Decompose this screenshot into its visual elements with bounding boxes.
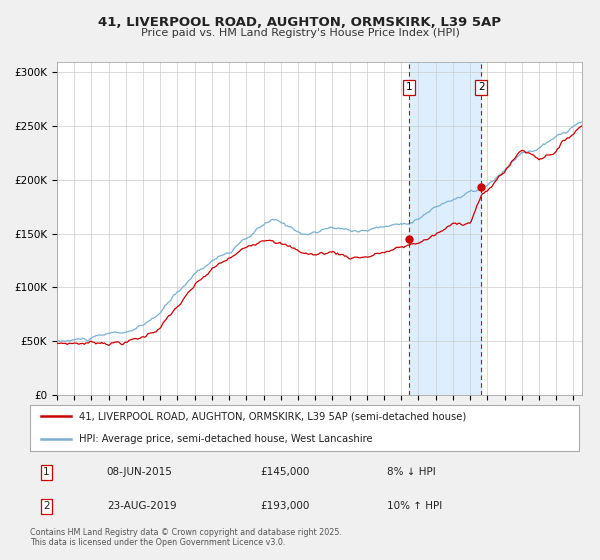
Text: 41, LIVERPOOL ROAD, AUGHTON, ORMSKIRK, L39 5AP (semi-detached house): 41, LIVERPOOL ROAD, AUGHTON, ORMSKIRK, L… xyxy=(79,412,467,421)
Bar xyxy=(409,62,481,395)
Text: £193,000: £193,000 xyxy=(260,501,310,511)
Text: £145,000: £145,000 xyxy=(260,467,310,477)
Text: 08-JUN-2015: 08-JUN-2015 xyxy=(107,467,173,477)
FancyBboxPatch shape xyxy=(30,405,579,451)
Text: 23-AUG-2019: 23-AUG-2019 xyxy=(107,501,176,511)
Text: Contains HM Land Registry data © Crown copyright and database right 2025.
This d: Contains HM Land Registry data © Crown c… xyxy=(30,528,342,548)
Text: 2: 2 xyxy=(43,501,50,511)
Text: 10% ↑ HPI: 10% ↑ HPI xyxy=(387,501,442,511)
Text: 1: 1 xyxy=(406,82,412,92)
Text: 2: 2 xyxy=(478,82,484,92)
Text: 41, LIVERPOOL ROAD, AUGHTON, ORMSKIRK, L39 5AP: 41, LIVERPOOL ROAD, AUGHTON, ORMSKIRK, L… xyxy=(98,16,502,29)
Text: 1: 1 xyxy=(43,467,50,477)
Text: 8% ↓ HPI: 8% ↓ HPI xyxy=(387,467,436,477)
Text: HPI: Average price, semi-detached house, West Lancashire: HPI: Average price, semi-detached house,… xyxy=(79,435,373,444)
Text: Price paid vs. HM Land Registry's House Price Index (HPI): Price paid vs. HM Land Registry's House … xyxy=(140,28,460,38)
